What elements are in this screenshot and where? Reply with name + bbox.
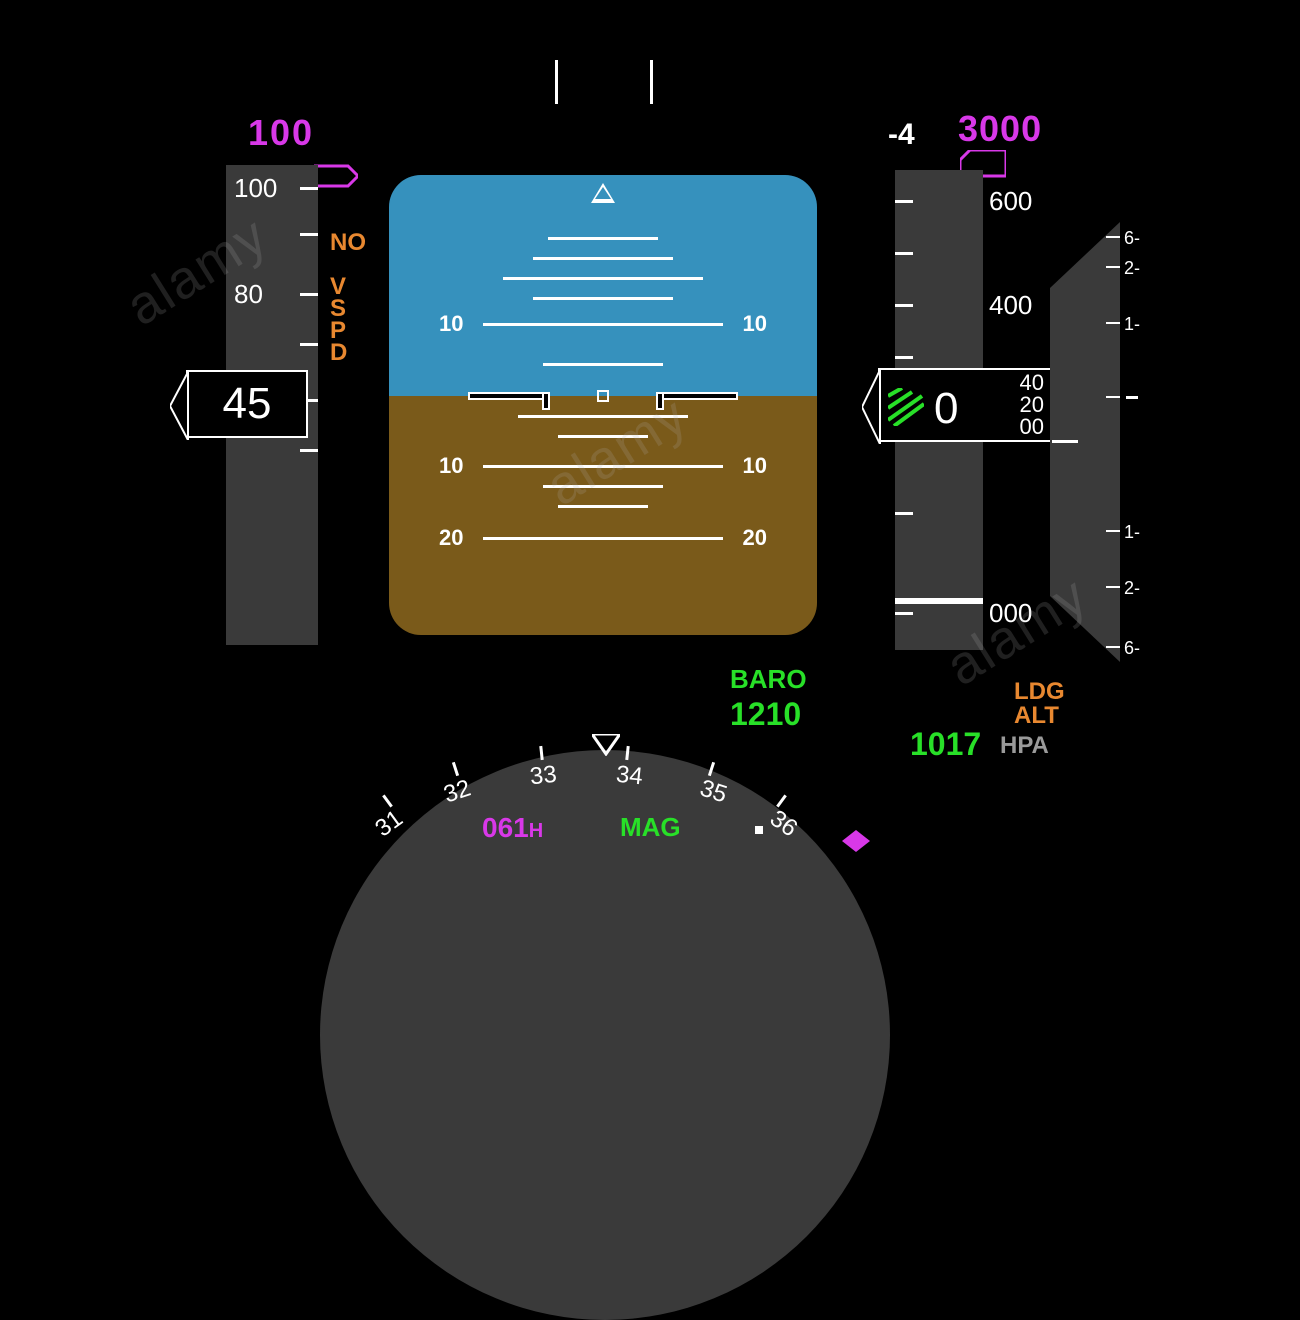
hdg-dot	[755, 826, 763, 834]
alt-neg-hatch-icon	[888, 388, 924, 426]
pitch-label: 10	[439, 453, 463, 479]
alt-whole: 0	[934, 384, 958, 434]
heading-mode: MAG	[620, 812, 681, 843]
altitude-tick	[895, 304, 913, 307]
bank-pointer-icon	[587, 183, 619, 209]
speed-tick	[300, 343, 318, 346]
baro-label: BARO	[730, 664, 807, 695]
heading-label: 33	[529, 761, 558, 792]
altitude-tick-label: 000	[989, 598, 1032, 629]
vs-dash	[1126, 396, 1138, 399]
vs-zero-mark	[1052, 440, 1078, 443]
heading-tick	[452, 762, 459, 776]
primary-flight-display: 100 3000 -4 10 10 10 10 20 20	[0, 0, 1300, 969]
pitch-label: 20	[439, 525, 463, 551]
altitude-minus4: -4	[888, 118, 915, 152]
baro-hpa: 1017	[910, 726, 981, 763]
speed-readout: 45	[186, 370, 308, 438]
vs-tick-label: 1-	[1124, 522, 1140, 543]
selected-speed: 100	[248, 112, 314, 154]
altitude-tick	[895, 612, 913, 615]
vs-tick-label: 1-	[1124, 314, 1140, 335]
heading-bug-icon	[842, 830, 870, 852]
pitch-minor	[543, 363, 663, 366]
vs-tick	[1106, 236, 1120, 238]
vs-tick-label: 2-	[1124, 258, 1140, 279]
vs-tick	[1106, 266, 1120, 268]
pitch-minor	[533, 297, 673, 300]
pitch-line-20-down	[483, 537, 723, 540]
altitude-readout: 0 40 20 00	[878, 368, 1054, 442]
vs-tick	[1106, 530, 1120, 532]
adi-ground	[389, 396, 817, 635]
altitude-tick-label: 400	[989, 290, 1032, 321]
vs-tick-label: 6-	[1124, 638, 1140, 659]
speed-tick-label: 100	[234, 173, 277, 204]
altitude-tick	[895, 200, 913, 203]
pitch-minor	[533, 257, 673, 260]
pitch-minor	[543, 485, 663, 488]
speed-value: 45	[223, 379, 272, 429]
vs-tick	[1106, 396, 1120, 398]
speed-bug-icon	[314, 162, 358, 190]
baro-value: 1210	[730, 696, 801, 733]
altitude-tick	[895, 356, 913, 359]
speed-tick	[300, 233, 318, 236]
top-tick-right	[650, 60, 653, 104]
selected-heading-value: 061H	[482, 812, 543, 844]
top-tick-left	[555, 60, 558, 104]
pitch-minor	[548, 237, 658, 240]
vs-tick	[1106, 646, 1120, 648]
selected-altitude: 3000	[958, 108, 1042, 150]
speed-readout-arrow-icon	[170, 372, 190, 440]
alt-ground-line	[895, 598, 983, 604]
heading-pointer-icon	[592, 734, 620, 756]
altitude-tick	[895, 512, 913, 515]
vs-tick-label: 6-	[1124, 228, 1140, 249]
speed-tick	[300, 293, 318, 296]
heading-arc	[320, 750, 890, 1320]
attitude-indicator: 10 10 10 10 20 20	[389, 175, 817, 635]
speed-tick	[300, 449, 318, 452]
no-vspd-flag: NOVSPD	[330, 232, 366, 364]
pitch-minor	[503, 277, 703, 280]
speed-tick	[300, 187, 318, 190]
heading-label: 34	[615, 761, 644, 792]
vs-tick-label: 2-	[1124, 578, 1140, 599]
heading-tick	[539, 746, 543, 760]
heading-tick	[382, 794, 393, 807]
pitch-label: 20	[743, 525, 767, 551]
alt-drum: 40 20 00	[1020, 372, 1044, 438]
altitude-tick-label: 600	[989, 186, 1032, 217]
pitch-minor	[558, 505, 648, 508]
vs-tick	[1106, 322, 1120, 324]
aircraft-symbol-icon	[389, 383, 817, 423]
alt-readout-arrow-icon	[862, 370, 882, 444]
speed-tick-label: 80	[234, 279, 263, 310]
pitch-label: 10	[743, 311, 767, 337]
pitch-line-10-up	[483, 323, 723, 326]
pitch-minor	[558, 435, 648, 438]
pitch-label: 10	[439, 311, 463, 337]
altitude-tick	[895, 252, 913, 255]
ldg-alt-flag: LDGALT	[1014, 680, 1065, 728]
pitch-label: 10	[743, 453, 767, 479]
vs-tick	[1106, 586, 1120, 588]
baro-hpa-unit: HPA	[1000, 732, 1049, 760]
pitch-line-10-down	[483, 465, 723, 468]
